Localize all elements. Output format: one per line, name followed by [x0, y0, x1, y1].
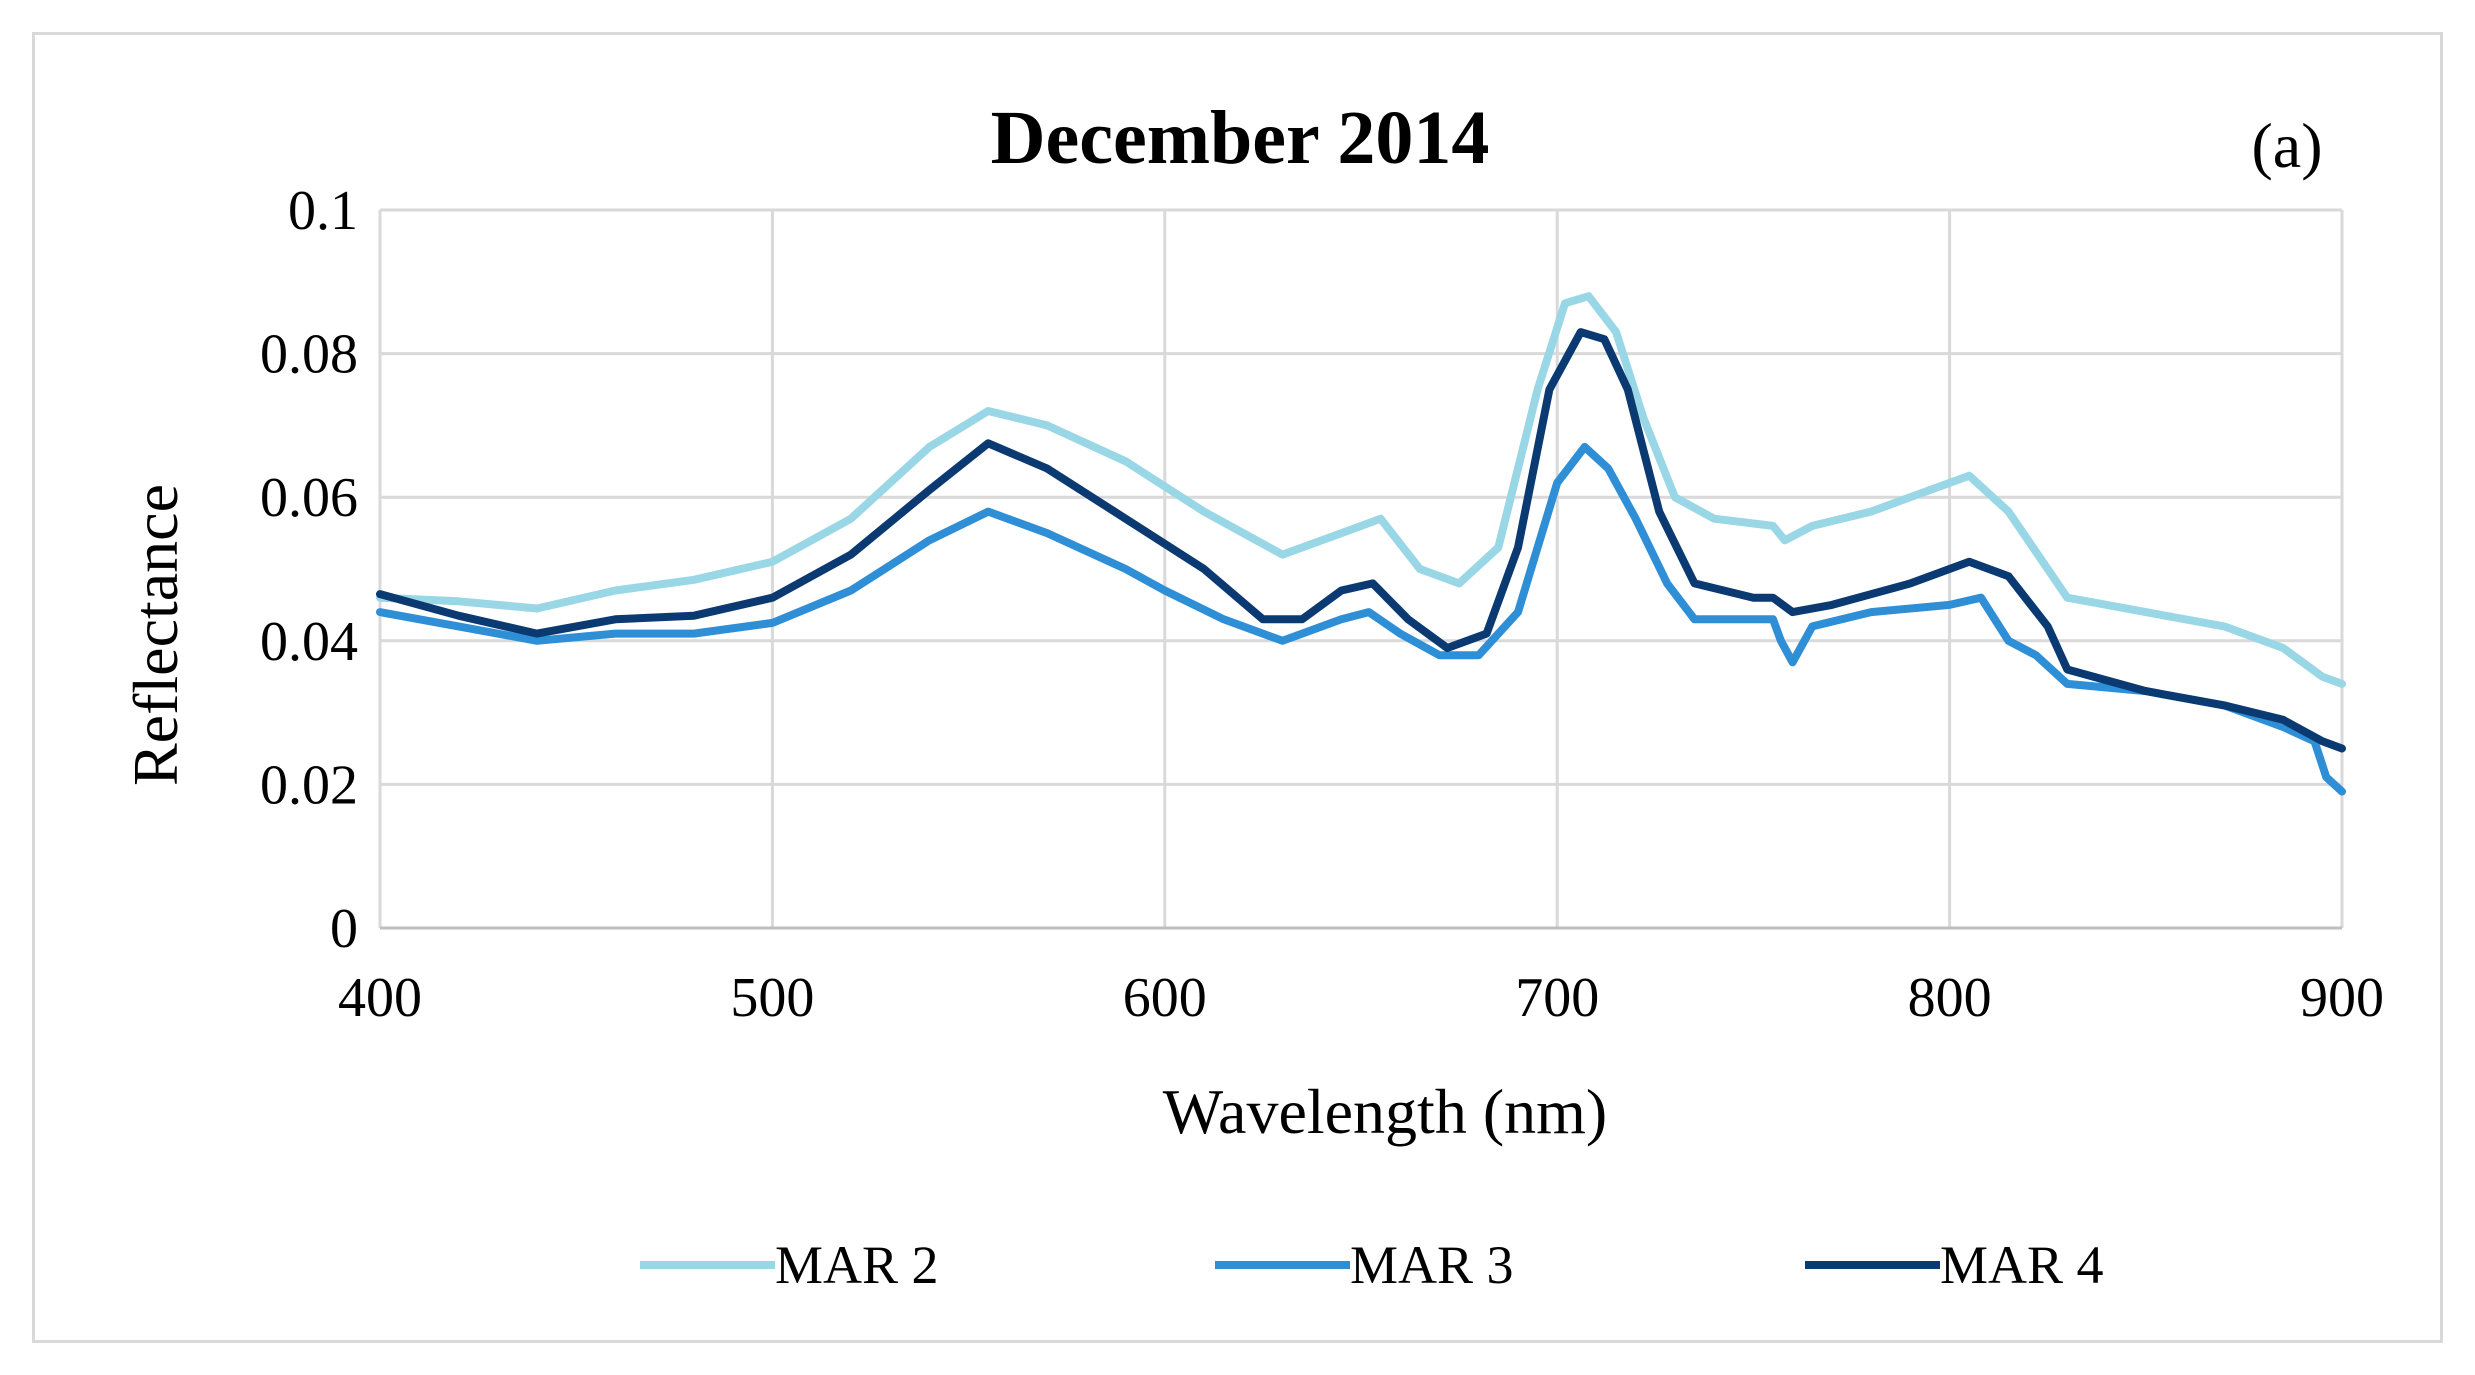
y-tick-label: 0 [330, 898, 358, 960]
y-tick-label: 0.02 [260, 754, 358, 816]
legend-label-mar-3: MAR 3 [1350, 1235, 1514, 1295]
series-line-mar-3 [376, 442, 2346, 796]
y-tick-label: 0.06 [260, 467, 358, 529]
y-axis-title: Reflectance [120, 484, 191, 786]
chart-title: December 2014 [991, 96, 1490, 180]
x-tick-label: 600 [1123, 967, 1207, 1029]
reflectance-chart: December 2014 (a) 0 0.02 0.04 0.06 0.08 0.1 40… [120, 96, 2384, 1295]
tick-labels: 0 0.02 0.04 0.06 0.08 0.1 400 500 600 700 800 900 [260, 180, 2384, 1029]
x-tick-label: 900 [2300, 967, 2384, 1029]
x-tick-label: 400 [338, 967, 422, 1029]
y-tick-label: 0.1 [288, 180, 358, 242]
x-axis-title: Wavelength (nm) [1163, 1076, 1607, 1147]
y-tick-label: 0.04 [260, 611, 358, 673]
legend: MAR 2 MAR 3 MAR 4 [640, 1235, 2104, 1295]
series-lines [376, 292, 2346, 796]
chart-frame: December 2014 (a) 0 0.02 0.04 0.06 0.08 0.1 40… [32, 32, 2443, 1343]
y-tick-label: 0.08 [260, 324, 358, 386]
panel-label: (a) [2251, 110, 2322, 181]
gridlines [378, 208, 2344, 928]
series-line-mar-2 [376, 292, 2346, 688]
series-line-mar-4 [376, 328, 2346, 753]
x-tick-label: 500 [730, 967, 814, 1029]
legend-label-mar-2: MAR 2 [775, 1235, 939, 1295]
x-tick-label: 800 [1908, 967, 1992, 1029]
legend-label-mar-4: MAR 4 [1940, 1235, 2104, 1295]
x-tick-label: 700 [1515, 967, 1599, 1029]
